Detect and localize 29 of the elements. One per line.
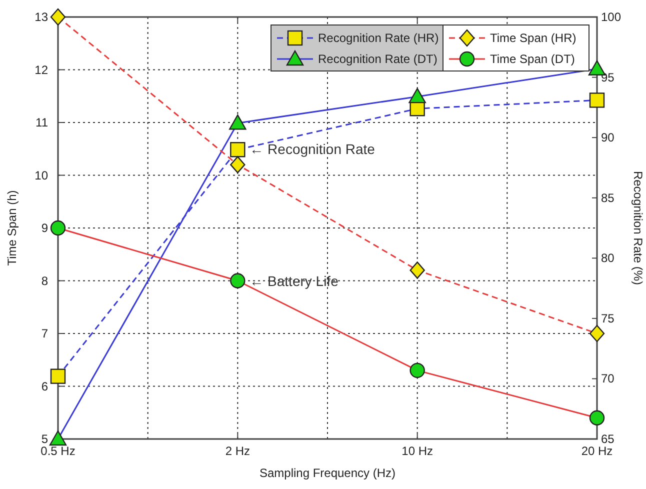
legend-label: Recognition Rate (DT) [318,52,438,66]
y-tick-label: 13 [34,10,48,24]
x-tick-label: 0.5 Hz [40,444,76,458]
y-tick-label: 7 [41,326,48,340]
x-tick-label: 2 Hz [225,444,250,458]
y-axis-title: Time Span (h) [5,190,19,266]
x-axis-title: Sampling Frequency (Hz) [259,466,396,480]
y2-tick-label: 100 [601,10,622,24]
y2-axis-title: Recognition Rate (%) [631,170,645,286]
y-tick-label: 12 [34,62,48,77]
y2-tick-label: 80 [601,251,615,266]
y-tick-label: 6 [41,379,48,394]
annotation: ← Recognition Rate [250,140,376,157]
y-tick-label: 5 [41,432,48,446]
y2-tick-label: 70 [601,372,615,386]
x-tick-label: 10 Hz [402,444,434,458]
legend-label: Recognition Rate (HR) [318,31,439,45]
y2-tick-label: 75 [601,311,615,326]
legend-label: Time Span (DT) [490,52,575,66]
y2-tick-label: 85 [601,190,615,205]
annotation: ← Battery Life [250,272,339,289]
legend-label: Time Span (HR) [490,31,576,45]
y-tick-label: 8 [41,274,48,288]
y-tick-label: 11 [36,116,48,130]
y-tick-label: 9 [41,221,48,235]
y-tick-label: 10 [34,168,48,182]
x-tick-label: 20 Hz [581,444,613,458]
y2-tick-label: 65 [601,432,615,446]
y2-tick-label: 90 [601,130,615,145]
